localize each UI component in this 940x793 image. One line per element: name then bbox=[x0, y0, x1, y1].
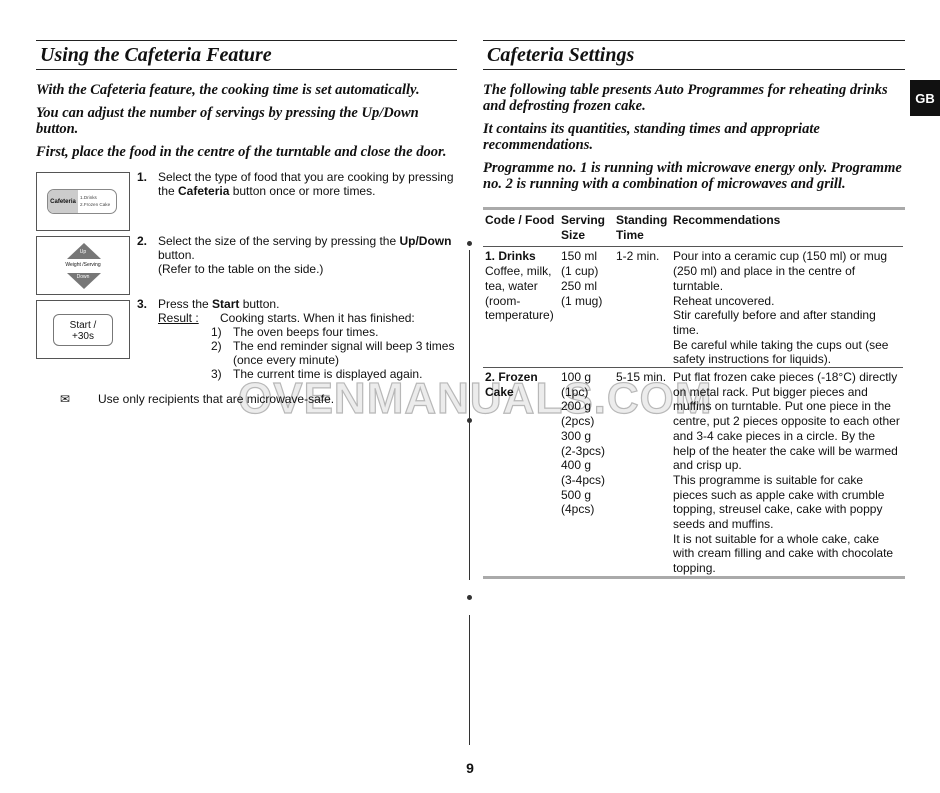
text: The oven beeps four times. bbox=[233, 325, 379, 339]
time: 1-2 min. bbox=[616, 249, 660, 264]
divider bbox=[469, 615, 470, 745]
cafeteria-panel-image: Cafeteria 1.Drinks 2.Frozen Cake bbox=[36, 172, 130, 231]
step-3: 3. Press the Start button. Result : Cooki… bbox=[137, 297, 457, 381]
divider bbox=[469, 250, 470, 580]
code: 1. Drinks bbox=[485, 249, 536, 264]
serving: 150 ml bbox=[561, 249, 598, 264]
note-text: Use only recipients that are microwave-s… bbox=[98, 392, 335, 406]
text: Cooking starts. When it has finished: bbox=[220, 311, 415, 325]
note: ✉ Use only recipients that are microwave-… bbox=[60, 392, 334, 407]
page-number: 9 bbox=[466, 760, 474, 776]
result-label: Result : bbox=[158, 311, 199, 325]
text: Select the size of the serving by pressi… bbox=[158, 234, 400, 248]
text: The end reminder signal will beep 3 time… bbox=[233, 339, 455, 367]
header-cell: Standing Time bbox=[616, 213, 668, 242]
header-cell: Code / Food bbox=[485, 213, 555, 227]
text: button. bbox=[239, 297, 280, 311]
left-title: Using the Cafeteria Feature bbox=[36, 40, 457, 70]
rec: It is not suitable for a whole cake, cak… bbox=[673, 531, 894, 576]
text: Press the bbox=[158, 297, 213, 311]
rec: Reheat uncovered. bbox=[673, 293, 775, 308]
serving: (2-3pcs) bbox=[561, 443, 606, 458]
cafeteria-table: Code / Food Serving Size Standing Time R… bbox=[483, 207, 905, 579]
start-panel-image: Start / +30s bbox=[36, 300, 130, 359]
table-row: 2. Frozen Cake 100 g (1pc) 200 g (2pcs) 300 … bbox=[483, 368, 903, 576]
intro-line: With the Cafeteria feature, the cooking … bbox=[36, 82, 420, 98]
right-title: Cafeteria Settings bbox=[483, 40, 905, 70]
right-intro: The following table presents Auto Progra… bbox=[483, 82, 905, 199]
code: 2. Frozen Cake bbox=[485, 370, 538, 399]
sub-number: 2) bbox=[211, 339, 222, 353]
down-arrow-icon bbox=[67, 273, 101, 289]
dot bbox=[467, 595, 472, 600]
start-label: Start / bbox=[69, 320, 97, 331]
up-label: Up bbox=[79, 249, 87, 255]
text: button once or more times. bbox=[229, 184, 376, 198]
serving: (1 mug) bbox=[561, 293, 603, 308]
text: Start bbox=[212, 297, 240, 311]
step-number: 3. bbox=[137, 297, 148, 311]
serving: (2pcs) bbox=[561, 414, 595, 429]
cafeteria-button: Cafeteria bbox=[48, 190, 78, 213]
step-1: 1. Select the type of food that you are … bbox=[137, 170, 457, 198]
serving: 300 g bbox=[561, 428, 592, 443]
table-header: Code / Food Serving Size Standing Time R… bbox=[483, 210, 903, 247]
rec: Pour into a ceramic cup (150 ml) or mug … bbox=[673, 249, 888, 293]
header-cell: Recommendations bbox=[673, 213, 781, 227]
text: The current time is displayed again. bbox=[233, 367, 423, 381]
serving: (3-4pcs) bbox=[561, 472, 606, 487]
intro-line: First, place the food in the centre of t… bbox=[36, 144, 447, 160]
header-cell: Serving Size bbox=[561, 213, 606, 242]
step-2: 2. Select the size of the serving by pre… bbox=[137, 234, 457, 276]
intro-line: The following table presents Auto Progra… bbox=[483, 82, 888, 114]
text: (Refer to the table on the side.) bbox=[158, 262, 324, 276]
language-tab: GB bbox=[910, 80, 940, 116]
rec: Put flat frozen cake pieces (-18°C) dire… bbox=[673, 370, 900, 473]
text: Cafeteria bbox=[178, 184, 230, 198]
time: 5-15 min. bbox=[616, 370, 667, 385]
serving: 100 g bbox=[561, 370, 592, 385]
text: Select the type of food that you are coo… bbox=[158, 170, 454, 198]
up-down-panel-image: Up Weight /Serving Down bbox=[36, 236, 130, 295]
table-row: 1. Drinks Coffee, milk, tea, water (room-… bbox=[483, 247, 903, 368]
option: 2.Frozen Cake bbox=[80, 202, 111, 207]
step-number: 1. bbox=[137, 170, 148, 184]
option: 1.Drinks bbox=[80, 195, 97, 200]
left-intro: With the Cafeteria feature, the cooking … bbox=[36, 82, 457, 167]
rec: This programme is suitable for cake piec… bbox=[673, 472, 885, 532]
serving: (1 cup) bbox=[561, 264, 599, 279]
down-label: Down bbox=[76, 274, 90, 280]
serving: (4pcs) bbox=[561, 502, 595, 517]
food: Coffee, milk, tea, water (room-temperatu… bbox=[485, 264, 554, 323]
sub-number: 3) bbox=[211, 367, 222, 381]
serving: 500 g bbox=[561, 487, 592, 502]
weight-serving-label: Weight /Serving bbox=[65, 262, 101, 268]
serving: 200 g bbox=[561, 399, 592, 414]
rec: Be careful while taking the cups out (se… bbox=[673, 337, 889, 367]
dot bbox=[467, 241, 472, 246]
intro-line: Programme no. 1 is running with microwav… bbox=[483, 160, 902, 192]
serving: 400 g bbox=[561, 458, 592, 473]
intro-line: You can adjust the number of servings by… bbox=[36, 105, 419, 137]
rec: Stir carefully before and after standing… bbox=[673, 308, 876, 337]
sub-number: 1) bbox=[211, 325, 222, 339]
step-number: 2. bbox=[137, 234, 148, 248]
up-arrow-icon bbox=[67, 243, 101, 259]
text: Up/Down bbox=[399, 234, 452, 248]
note-icon: ✉ bbox=[60, 392, 71, 406]
serving: (1pc) bbox=[561, 384, 589, 399]
dot bbox=[467, 418, 472, 423]
text: button. bbox=[158, 248, 195, 262]
start-label: +30s bbox=[72, 331, 94, 342]
intro-line: It contains its quantities, standing tim… bbox=[483, 121, 820, 153]
serving: 250 ml bbox=[561, 278, 598, 293]
